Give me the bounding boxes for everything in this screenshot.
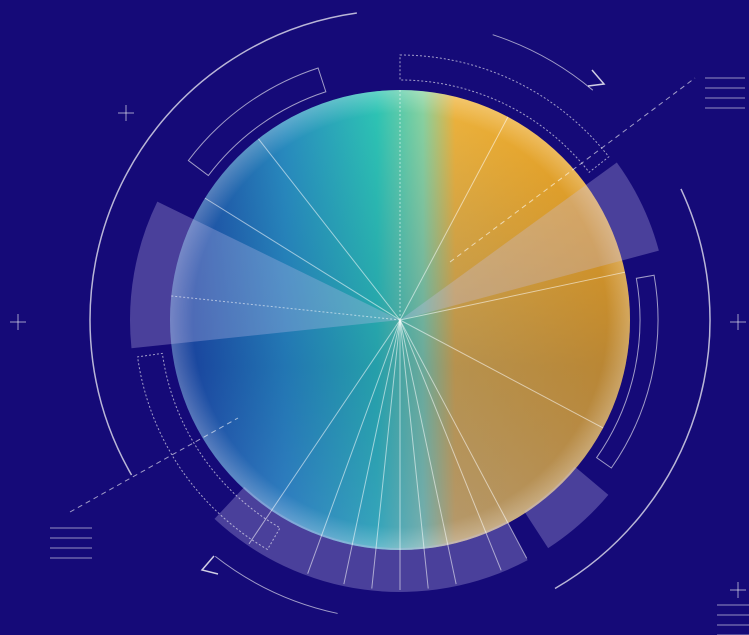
radial-line <box>307 319 401 574</box>
decorations <box>10 12 749 635</box>
outer-arc <box>554 188 711 590</box>
translucent-slice <box>130 201 400 349</box>
translucent-slice <box>524 466 609 549</box>
radial-line <box>248 319 401 545</box>
radial-line <box>204 197 401 321</box>
dashed-line <box>449 77 696 263</box>
radial-line <box>399 319 502 571</box>
translucent-slice <box>214 486 528 592</box>
radial-line <box>258 138 401 321</box>
radial-line <box>399 319 457 585</box>
radial-line <box>371 319 401 589</box>
arrow-head <box>200 555 219 575</box>
radial-line <box>399 319 429 589</box>
arrow-head <box>587 69 606 87</box>
radial-line <box>399 319 604 429</box>
outline-sector <box>187 67 327 177</box>
outline-sector <box>595 274 659 469</box>
radial-line <box>343 319 401 585</box>
outer-arc <box>492 34 594 91</box>
outer-arc <box>214 556 338 614</box>
translucent-slice <box>400 162 659 320</box>
radial-line <box>399 319 528 559</box>
outer-arc <box>89 12 357 476</box>
radial-line <box>399 271 626 321</box>
radial-line <box>399 116 509 321</box>
outline-sector <box>399 54 610 173</box>
outline-sector <box>137 352 281 551</box>
